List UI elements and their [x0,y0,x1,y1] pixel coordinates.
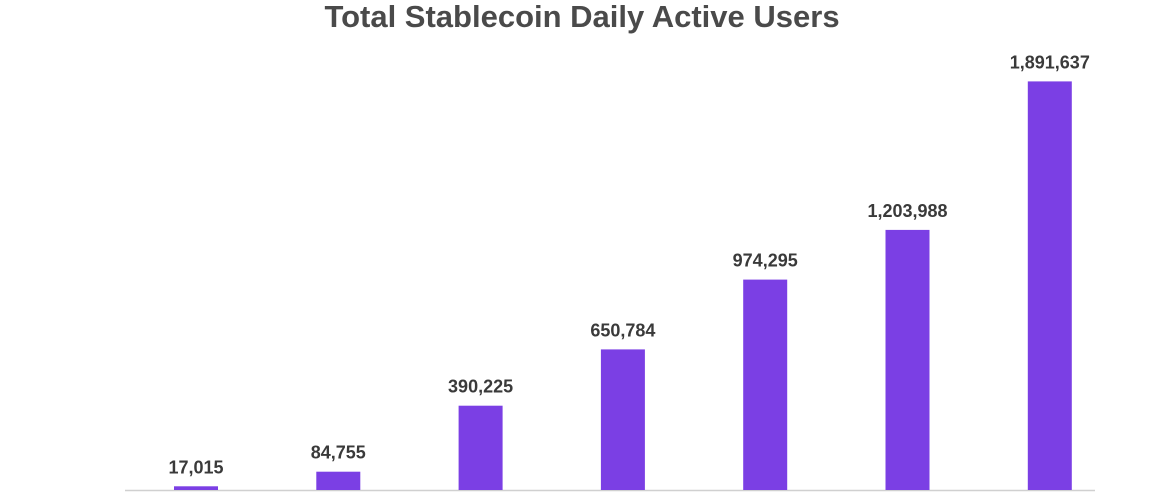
data-label-1: 17,015 [168,457,223,477]
data-labels-group: 17,015 84,755 390,225 650,784 974,295 1,203,9… [168,52,1089,477]
bar-3 [458,405,503,490]
bar-7 [1027,81,1072,491]
bar-5 [743,279,788,490]
bars-group [174,81,1072,491]
data-label-2: 84,755 [311,443,366,463]
data-label-6: 1,203,988 [867,201,947,221]
bar-1 [174,486,218,490]
chart-title: Total Stablecoin Daily Active Users [324,0,840,34]
data-label-7: 1,891,637 [1010,52,1090,72]
bar-6 [885,229,930,490]
data-label-3: 390,225 [448,377,513,397]
data-label-5: 974,295 [733,251,798,271]
data-label-4: 650,784 [590,320,655,340]
bar-4 [600,349,645,490]
bar-2 [316,471,361,490]
